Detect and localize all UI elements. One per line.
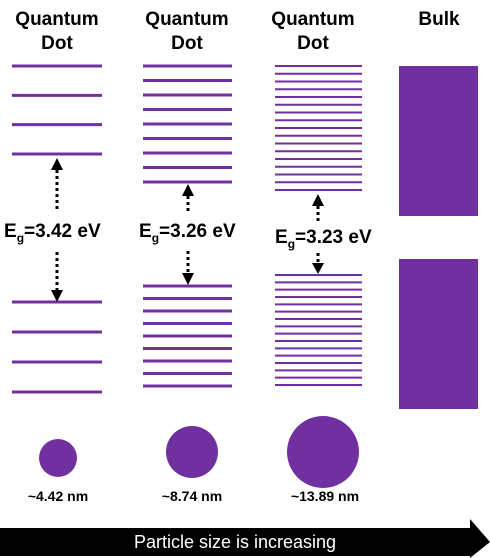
particle-size-arrow (0, 519, 490, 558)
qd1-gap-arrow-up-head (51, 158, 63, 170)
qd3-gap-arrow-down-head (312, 263, 324, 274)
qd1-title: Quantum Dot (15, 9, 99, 54)
qd3-size-label: ~13.89 nm (290, 488, 360, 504)
qd1-particle (39, 439, 77, 477)
qd2-energy-levels (143, 64, 232, 388)
qd1-gap-arrow-down-head (51, 290, 63, 302)
qd3-gap-arrow-up-head (312, 194, 324, 206)
qd3-particle (287, 416, 359, 488)
qd2-gap-arrow-up-head (182, 184, 194, 196)
bulk-title: Bulk (418, 9, 460, 30)
bulk-valence-band (399, 259, 478, 409)
qd2-title: Quantum Dot (145, 9, 229, 54)
qd2-gap-arrow-down-head (182, 273, 194, 285)
qd3-bandgap-label: Eg=3.23 eV (275, 227, 372, 251)
qd1-bandgap-label: Eg=3.42 eV (4, 221, 101, 245)
qd2-particle (166, 426, 218, 478)
bulk-conduction-band (399, 66, 478, 216)
particle-size-arrow-label: Particle size is increasing (133, 532, 337, 552)
qd2-size-label: ~8.74 nm (161, 488, 223, 504)
qd1-size-label: ~4.42 nm (27, 488, 89, 504)
qd2-bandgap-label: Eg=3.26 eV (139, 221, 236, 245)
qd3-title: Quantum Dot (271, 9, 355, 54)
qd3-energy-levels (275, 65, 362, 386)
